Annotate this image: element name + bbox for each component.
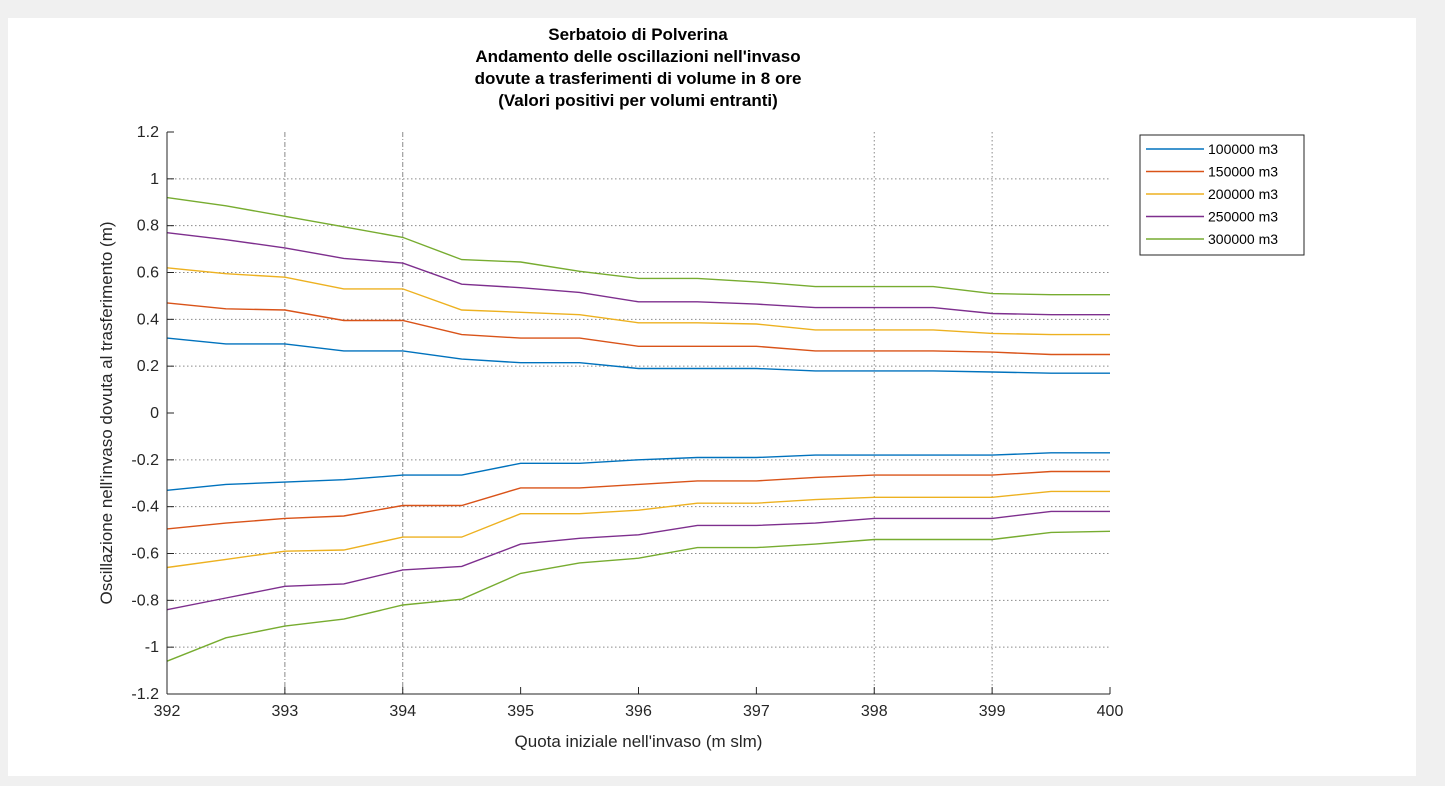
chart-title-line: dovute a trasferimenti di volume in 8 or… (475, 69, 802, 88)
y-tick-label: -0.8 (131, 592, 159, 609)
chart-title-line: (Valori positivi per volumi entranti) (498, 91, 778, 110)
y-tick-label: 1 (150, 171, 159, 188)
legend-entry-label: 250000 m3 (1208, 209, 1278, 225)
series-line-300000-m3-negative (166, 530, 1111, 662)
x-axis-label: Quota iniziale nell'invaso (m slm) (515, 732, 763, 751)
y-tick-label: 0.4 (137, 311, 159, 328)
legend-entry-label: 150000 m3 (1208, 164, 1278, 180)
x-tick-label: 396 (625, 703, 652, 720)
legend-entry-label: 300000 m3 (1208, 231, 1278, 247)
series-line-100000-m3-negative (166, 452, 1110, 491)
y-tick-label: 0.6 (137, 265, 159, 282)
legend: 100000 m3 150000 m3 200000 m3 250000 m3 3000… (1139, 134, 1305, 256)
series-line-300000-m3-positive (166, 196, 1110, 296)
chart-title: Serbatoio di Polverina Andamento delle os… (475, 25, 802, 110)
x-tick-label: 398 (861, 703, 888, 720)
y-tick-label: -0.2 (131, 452, 159, 469)
chart-title-line: Andamento delle oscillazioni nell'invaso (475, 47, 800, 66)
x-tick-label: 392 (154, 703, 181, 720)
figure-canvas: Serbatoio di Polverina Andamento delle os… (8, 18, 1416, 776)
series-lines (166, 196, 1111, 662)
y-tick-labels: -1.2 -1 -0.8 -0.6 -0.4 -0.2 0 0.2 0.4 0.6 0.8 1 1.2 (131, 124, 159, 703)
y-tick-label: 1.2 (137, 124, 159, 141)
legend-entry-label: 200000 m3 (1208, 186, 1278, 202)
chart-title-line: Serbatoio di Polverina (548, 25, 728, 44)
y-tick-label: 0 (150, 405, 159, 422)
legend-entry-label: 100000 m3 (1208, 141, 1278, 157)
series-line-150000-m3-positive (166, 302, 1110, 356)
y-tick-label: -1.2 (131, 686, 159, 703)
y-tick-label: -0.4 (131, 499, 159, 516)
series-line-200000-m3-positive (166, 267, 1110, 336)
grid-lines (167, 132, 1110, 694)
series-line-100000-m3-positive (166, 337, 1110, 374)
x-tick-label: 395 (507, 703, 534, 720)
series-line-200000-m3-negative (166, 490, 1110, 569)
x-tick-label: 397 (743, 703, 770, 720)
legend-box (1139, 134, 1305, 256)
x-tick-labels: 392 393 394 395 396 397 398 399 400 (154, 703, 1124, 720)
series-line-250000-m3-positive (166, 232, 1110, 316)
y-tick-label: -1 (145, 639, 159, 656)
series-line-150000-m3-negative (166, 470, 1110, 530)
y-tick-label: 0.2 (137, 358, 159, 375)
y-tick-label: 0.8 (137, 218, 159, 235)
x-tick-label: 400 (1097, 703, 1124, 720)
series-line-250000-m3-negative (166, 510, 1110, 611)
line-chart: Serbatoio di Polverina Andamento delle os… (97, 25, 1305, 751)
x-tick-label: 399 (979, 703, 1006, 720)
axes (166, 131, 1111, 695)
y-tick-label: -0.6 (131, 546, 159, 563)
x-tick-label: 393 (272, 703, 299, 720)
y-axis-label: Oscillazione nell'invaso dovuta al trasf… (97, 221, 116, 604)
x-tick-label: 394 (389, 703, 416, 720)
